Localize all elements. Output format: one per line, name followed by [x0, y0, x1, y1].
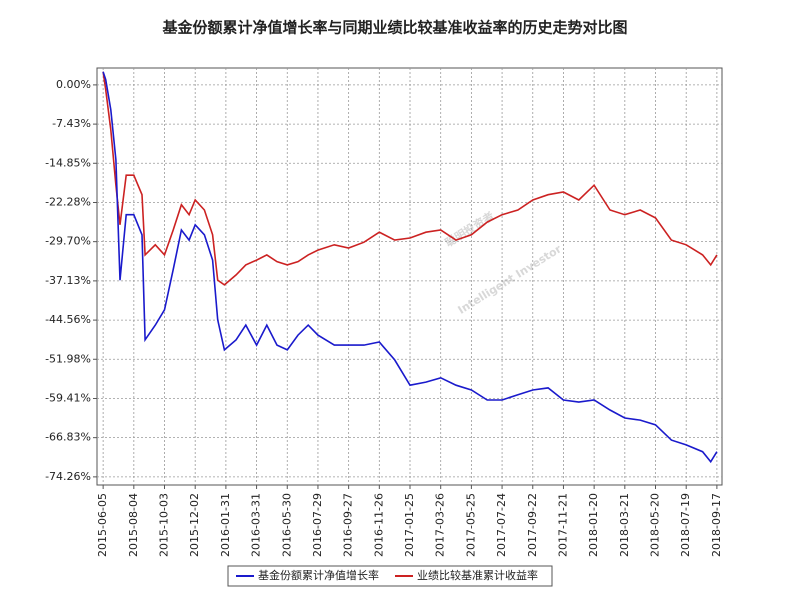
x-tick-label: 2015-08-04 — [127, 493, 140, 557]
series-line — [102, 71, 718, 286]
x-tick-label: 2017-11-21 — [556, 493, 569, 557]
x-tick-label: 2017-05-25 — [464, 493, 477, 557]
y-tick-label: -44.56% — [45, 313, 91, 326]
x-tick-label: 2017-09-22 — [526, 493, 539, 557]
x-tick-label: 2016-07-29 — [311, 493, 324, 557]
x-tick-label: 2016-05-30 — [280, 493, 293, 557]
y-tick-label: -59.41% — [45, 391, 91, 404]
x-tick-label: 2018-05-20 — [649, 493, 662, 557]
x-tick-label: 2018-03-21 — [618, 493, 631, 557]
y-tick-label: -22.28% — [45, 195, 91, 208]
y-tick-label: -7.43% — [52, 117, 91, 130]
x-tick-label: 2016-09-27 — [342, 493, 355, 557]
legend-label: 业绩比较基准累计收益率 — [417, 568, 538, 582]
x-tick-label: 2015-12-02 — [188, 493, 201, 557]
y-tick-label: -14.85% — [45, 156, 91, 169]
x-tick-label: 2015-06-05 — [96, 493, 109, 557]
x-tick-label: 2018-09-17 — [710, 493, 723, 557]
x-tick-label: 2018-01-20 — [587, 493, 600, 557]
watermark-en: Intelligent Investor — [456, 242, 565, 317]
plot-frame — [96, 67, 723, 486]
x-tick-label: 2015-10-03 — [158, 493, 171, 557]
y-tick-label: -37.13% — [45, 274, 91, 287]
x-tick-label: 2017-01-25 — [403, 493, 416, 557]
x-tick-label: 2017-07-24 — [495, 493, 508, 557]
x-tick-label: 2017-03-26 — [434, 493, 447, 557]
y-tick-label: -51.98% — [45, 352, 91, 365]
legend-label: 基金份额累计净值增长率 — [258, 568, 379, 582]
watermark: 聪明投资者 — [442, 209, 496, 250]
chart-title: 基金份额累计净值增长率与同期业绩比较基准收益率的历史走势对比图 — [161, 19, 627, 37]
x-tick-label: 2016-03-31 — [250, 493, 263, 557]
y-tick-label: -29.70% — [45, 235, 91, 248]
y-tick-label: -66.83% — [45, 431, 91, 444]
series-line — [102, 71, 718, 464]
x-tick-label: 2018-07-19 — [679, 493, 692, 557]
legend-box — [227, 565, 553, 587]
x-tick-label: 2016-11-26 — [372, 493, 385, 557]
y-tick-label: 0.00% — [56, 78, 91, 91]
y-tick-label: -74.26% — [45, 470, 91, 483]
x-tick-label: 2016-01-31 — [219, 493, 232, 557]
